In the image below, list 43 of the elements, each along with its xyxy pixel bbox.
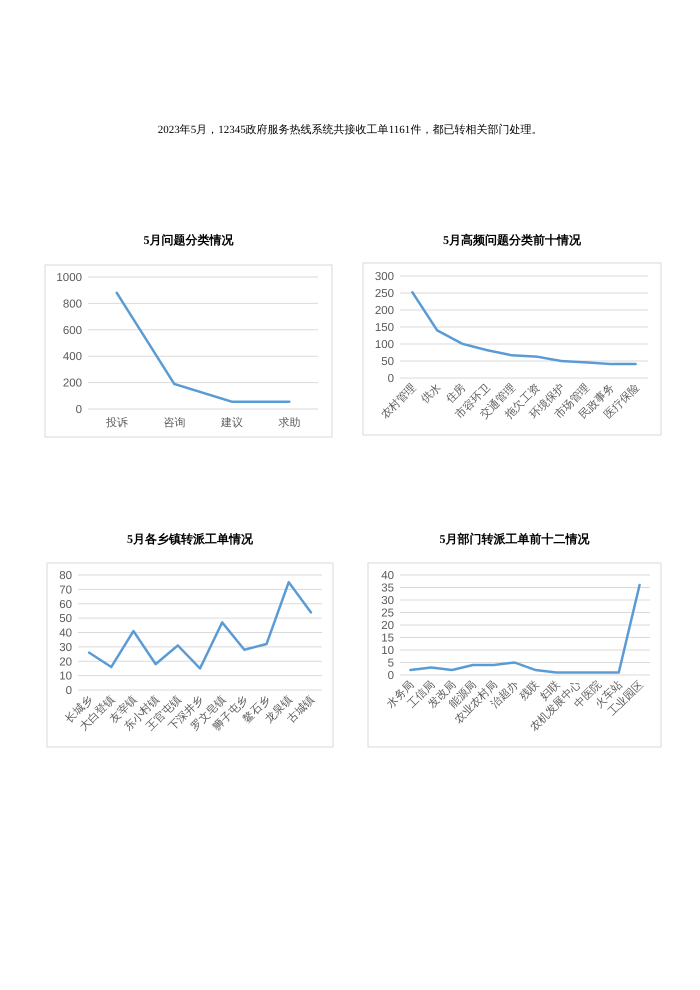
x-tick-label: 求助 [278,416,300,429]
y-tick-label: 50 [381,356,394,368]
y-tick-label: 10 [381,645,394,657]
y-tick-label: 80 [59,570,72,582]
y-tick-label: 800 [62,298,82,310]
y-tick-label: 20 [381,620,394,632]
y-tick-label: 0 [66,685,72,697]
chart-title: 5月各乡镇转派工单情况 [127,532,254,546]
x-tick-label: 建议 [220,416,243,429]
y-tick-label: 20 [59,656,72,668]
chart-title: 5月问题分类情况 [144,233,234,247]
y-tick-label: 200 [374,305,394,317]
y-tick-label: 15 [381,632,394,644]
y-tick-label: 35 [381,582,394,594]
y-tick-label: 30 [59,642,72,654]
y-tick-label: 30 [381,595,394,607]
y-tick-label: 150 [374,322,394,334]
y-tick-label: 50 [59,613,72,626]
x-tick-label: 供水 [418,380,444,406]
y-tick-label: 10 [59,670,72,683]
chart-title: 5月高频问题分类前十情况 [443,233,582,247]
line-series [88,580,312,670]
x-tick-label: 咨询 [163,417,186,429]
y-tick-label: 300 [374,271,394,283]
text: 2023年5月，12345政府服务热线系统共接收工单1161件，都已转相关部门处理。 [158,123,542,136]
y-tick-label: 0 [76,404,82,416]
y-tick-label: 40 [59,628,72,640]
y-tick-label: 60 [59,598,72,611]
line-series [411,291,637,366]
y-tick-label: 1000 [56,272,82,284]
y-tick-label: 100 [374,339,394,351]
chart-title: 5月部门转派工单前十二情况 [440,532,590,546]
y-tick-label: 25 [381,608,394,620]
line-series [409,584,641,674]
y-tick-label: 200 [62,378,82,390]
y-tick-label: 5 [388,658,394,670]
y-tick-label: 0 [388,670,394,682]
y-tick-label: 70 [59,584,72,596]
y-tick-label: 400 [62,351,82,364]
x-tick-label: 投诉 [104,416,128,429]
y-tick-label: 600 [62,324,82,337]
y-tick-label: 250 [374,288,394,300]
y-tick-label: 40 [381,570,394,582]
